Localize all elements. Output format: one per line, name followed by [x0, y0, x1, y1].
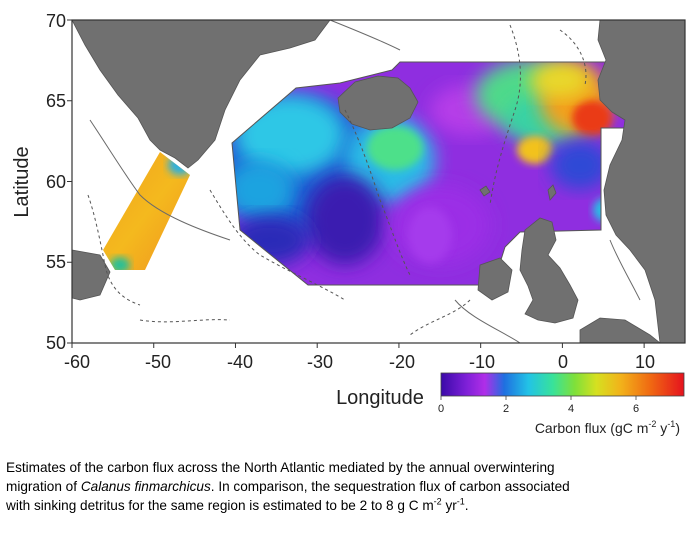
- caption-line-1: Estimates of the carbon flux across the …: [6, 460, 555, 475]
- colorbar-label-end: ): [675, 420, 680, 436]
- figure-caption: Estimates of the carbon flux across the …: [6, 458, 694, 515]
- caption-line-3-mid: yr: [441, 498, 457, 513]
- ireland-landmass: [477, 257, 513, 301]
- x-axis-ticks: [71, 343, 645, 348]
- colorbar-label-exp2: -1: [667, 419, 675, 429]
- carbon-flux-map-figure: -60 -50 -40 -30 -20 -10 0 10 70 65 60 55…: [11, 11, 686, 436]
- caption-line-2-pre: migration of: [6, 479, 81, 494]
- x-tick-label-8: 10: [635, 352, 655, 372]
- caption-line-3-pre: with sinking detritus for the same regio…: [6, 498, 434, 513]
- shelf-contours: [89, 19, 641, 344]
- x-tick-label-6: -10: [469, 352, 495, 372]
- y-tick-label-50: 50: [46, 333, 66, 353]
- colorbar-label: Carbon flux (gC m-2 y-1): [535, 419, 680, 436]
- caption-species-name: Calanus finmarchicus: [80, 479, 211, 494]
- caption-line-2-post: . In comparison, the sequestration flux …: [210, 479, 570, 494]
- x-tick-label-2: -50: [145, 352, 171, 372]
- greenland-landmass: [71, 19, 331, 169]
- land-masses: [71, 19, 686, 344]
- caption-line-2: migration of Calanus finmarchicus. In co…: [6, 477, 694, 496]
- caption-exp-1: -2: [433, 496, 442, 507]
- shetland-islands: [547, 184, 557, 201]
- colorbar-label-mid: y: [656, 420, 667, 436]
- y-axis-ticks: [67, 19, 72, 344]
- colorbar-label-exp1: -2: [648, 419, 656, 429]
- colorbar-label-main: Carbon flux (gC m: [535, 420, 649, 436]
- flux-field-main-outline: [231, 61, 628, 286]
- x-tick-label-5: -20: [389, 352, 415, 372]
- flux-field-main: [232, 62, 627, 285]
- y-tick-label-60: 60: [46, 172, 66, 192]
- colorbar-tick-6: 6: [633, 403, 639, 415]
- caption-exp-2: -1: [456, 496, 465, 507]
- faroe-islands: [479, 185, 491, 197]
- x-tick-label-7: 0: [558, 352, 568, 372]
- colorbar-ticks: [440, 396, 637, 400]
- colorbar-tick-0: 0: [438, 403, 444, 415]
- y-tick-label-55: 55: [46, 252, 66, 272]
- bathymetry-contours: [87, 24, 587, 336]
- caption-line-3: with sinking detritus for the same regio…: [6, 496, 694, 515]
- colorbar-tick-4: 4: [568, 403, 574, 415]
- caption-line-3-end: .: [464, 498, 469, 513]
- y-tick-label-70: 70: [46, 11, 66, 31]
- great-britain-landmass: [519, 217, 579, 324]
- y-tick-label-65: 65: [46, 91, 66, 111]
- y-axis-title: Latitude: [11, 146, 33, 217]
- colorbar: [440, 372, 685, 397]
- iceland-landmass: [337, 75, 419, 131]
- x-tick-label-3: -40: [227, 352, 253, 372]
- x-axis-title: Longitude: [336, 387, 424, 409]
- x-tick-label-1: -60: [64, 352, 90, 372]
- x-tick-label-4: -30: [307, 352, 333, 372]
- colorbar-tick-2: 2: [503, 403, 509, 415]
